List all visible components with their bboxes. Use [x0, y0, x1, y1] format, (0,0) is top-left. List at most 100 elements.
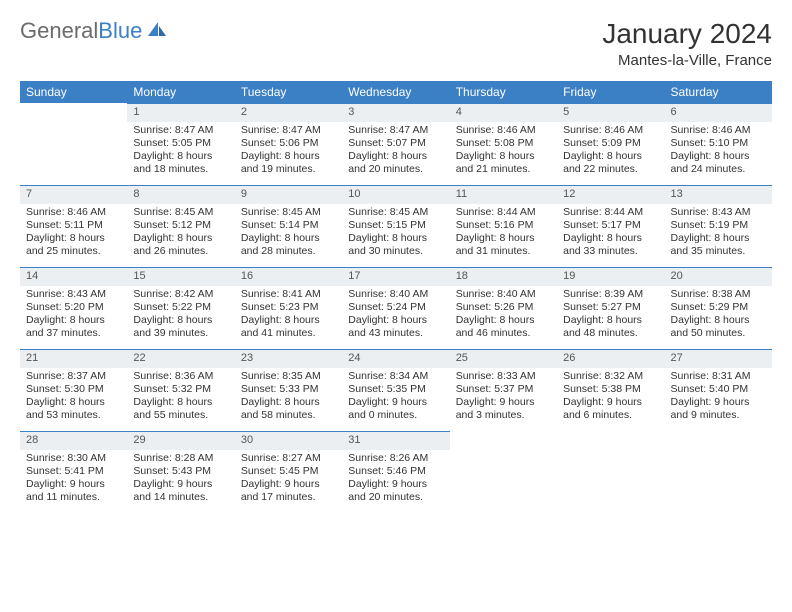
month-title: January 2024	[602, 18, 772, 50]
header: GeneralBlue January 2024 Mantes-la-Ville…	[20, 18, 772, 69]
day-body: Sunrise: 8:41 AMSunset: 5:23 PMDaylight:…	[235, 286, 342, 345]
day-number: 15	[127, 267, 234, 286]
calendar-cell: 16Sunrise: 8:41 AMSunset: 5:23 PMDayligh…	[235, 267, 342, 349]
day-number: 1	[127, 103, 234, 122]
day-body: Sunrise: 8:35 AMSunset: 5:33 PMDaylight:…	[235, 368, 342, 427]
day-number: 11	[450, 185, 557, 204]
day-number: 21	[20, 349, 127, 368]
logo-sail-icon	[146, 18, 168, 44]
calendar-cell: 5Sunrise: 8:46 AMSunset: 5:09 PMDaylight…	[557, 103, 664, 185]
calendar-cell: 21Sunrise: 8:37 AMSunset: 5:30 PMDayligh…	[20, 349, 127, 431]
weekday-header: Friday	[557, 81, 664, 103]
calendar-cell: 12Sunrise: 8:44 AMSunset: 5:17 PMDayligh…	[557, 185, 664, 267]
day-number: 18	[450, 267, 557, 286]
day-number: 7	[20, 185, 127, 204]
day-body: Sunrise: 8:32 AMSunset: 5:38 PMDaylight:…	[557, 368, 664, 427]
day-body: Sunrise: 8:46 AMSunset: 5:08 PMDaylight:…	[450, 122, 557, 181]
calendar-cell: 11Sunrise: 8:44 AMSunset: 5:16 PMDayligh…	[450, 185, 557, 267]
calendar-row: 21Sunrise: 8:37 AMSunset: 5:30 PMDayligh…	[20, 349, 772, 431]
weekday-header: Sunday	[20, 81, 127, 103]
day-number: 10	[342, 185, 449, 204]
day-body: Sunrise: 8:45 AMSunset: 5:15 PMDaylight:…	[342, 204, 449, 263]
day-number: 29	[127, 431, 234, 450]
calendar-cell: 20Sunrise: 8:38 AMSunset: 5:29 PMDayligh…	[665, 267, 772, 349]
day-body: Sunrise: 8:44 AMSunset: 5:17 PMDaylight:…	[557, 204, 664, 263]
day-body: Sunrise: 8:43 AMSunset: 5:20 PMDaylight:…	[20, 286, 127, 345]
day-number: 23	[235, 349, 342, 368]
day-body: Sunrise: 8:47 AMSunset: 5:07 PMDaylight:…	[342, 122, 449, 181]
weekday-header: Monday	[127, 81, 234, 103]
calendar-cell: 10Sunrise: 8:45 AMSunset: 5:15 PMDayligh…	[342, 185, 449, 267]
day-body: Sunrise: 8:46 AMSunset: 5:09 PMDaylight:…	[557, 122, 664, 181]
calendar-row: 1Sunrise: 8:47 AMSunset: 5:05 PMDaylight…	[20, 103, 772, 185]
day-number: 13	[665, 185, 772, 204]
day-body: Sunrise: 8:43 AMSunset: 5:19 PMDaylight:…	[665, 204, 772, 263]
calendar-cell: 6Sunrise: 8:46 AMSunset: 5:10 PMDaylight…	[665, 103, 772, 185]
day-number: 31	[342, 431, 449, 450]
day-number: 16	[235, 267, 342, 286]
calendar-cell	[557, 431, 664, 513]
day-body: Sunrise: 8:28 AMSunset: 5:43 PMDaylight:…	[127, 450, 234, 509]
day-number: 3	[342, 103, 449, 122]
day-number: 9	[235, 185, 342, 204]
day-body: Sunrise: 8:44 AMSunset: 5:16 PMDaylight:…	[450, 204, 557, 263]
calendar-cell	[665, 431, 772, 513]
calendar-cell: 9Sunrise: 8:45 AMSunset: 5:14 PMDaylight…	[235, 185, 342, 267]
weekday-header: Thursday	[450, 81, 557, 103]
calendar-body: 1Sunrise: 8:47 AMSunset: 5:05 PMDaylight…	[20, 103, 772, 513]
title-block: January 2024 Mantes-la-Ville, France	[602, 18, 772, 69]
day-number: 19	[557, 267, 664, 286]
day-number: 25	[450, 349, 557, 368]
day-number: 5	[557, 103, 664, 122]
calendar-cell: 31Sunrise: 8:26 AMSunset: 5:46 PMDayligh…	[342, 431, 449, 513]
calendar-cell: 8Sunrise: 8:45 AMSunset: 5:12 PMDaylight…	[127, 185, 234, 267]
day-number: 24	[342, 349, 449, 368]
calendar-row: 7Sunrise: 8:46 AMSunset: 5:11 PMDaylight…	[20, 185, 772, 267]
day-body: Sunrise: 8:39 AMSunset: 5:27 PMDaylight:…	[557, 286, 664, 345]
day-body: Sunrise: 8:47 AMSunset: 5:06 PMDaylight:…	[235, 122, 342, 181]
calendar-cell: 25Sunrise: 8:33 AMSunset: 5:37 PMDayligh…	[450, 349, 557, 431]
logo-text-2: Blue	[98, 18, 142, 44]
day-body: Sunrise: 8:37 AMSunset: 5:30 PMDaylight:…	[20, 368, 127, 427]
day-body: Sunrise: 8:36 AMSunset: 5:32 PMDaylight:…	[127, 368, 234, 427]
day-number: 6	[665, 103, 772, 122]
day-body: Sunrise: 8:47 AMSunset: 5:05 PMDaylight:…	[127, 122, 234, 181]
calendar-cell: 22Sunrise: 8:36 AMSunset: 5:32 PMDayligh…	[127, 349, 234, 431]
calendar-cell: 17Sunrise: 8:40 AMSunset: 5:24 PMDayligh…	[342, 267, 449, 349]
day-body: Sunrise: 8:42 AMSunset: 5:22 PMDaylight:…	[127, 286, 234, 345]
calendar-row: 28Sunrise: 8:30 AMSunset: 5:41 PMDayligh…	[20, 431, 772, 513]
calendar-cell: 1Sunrise: 8:47 AMSunset: 5:05 PMDaylight…	[127, 103, 234, 185]
calendar-row: 14Sunrise: 8:43 AMSunset: 5:20 PMDayligh…	[20, 267, 772, 349]
calendar-cell: 28Sunrise: 8:30 AMSunset: 5:41 PMDayligh…	[20, 431, 127, 513]
day-number: 27	[665, 349, 772, 368]
calendar-cell: 27Sunrise: 8:31 AMSunset: 5:40 PMDayligh…	[665, 349, 772, 431]
day-number: 14	[20, 267, 127, 286]
calendar-cell: 19Sunrise: 8:39 AMSunset: 5:27 PMDayligh…	[557, 267, 664, 349]
calendar-cell: 4Sunrise: 8:46 AMSunset: 5:08 PMDaylight…	[450, 103, 557, 185]
calendar-cell	[20, 103, 127, 185]
calendar-cell: 30Sunrise: 8:27 AMSunset: 5:45 PMDayligh…	[235, 431, 342, 513]
day-number: 4	[450, 103, 557, 122]
day-body: Sunrise: 8:33 AMSunset: 5:37 PMDaylight:…	[450, 368, 557, 427]
calendar-cell: 13Sunrise: 8:43 AMSunset: 5:19 PMDayligh…	[665, 185, 772, 267]
calendar-cell	[450, 431, 557, 513]
logo-text-1: General	[20, 18, 98, 44]
day-body: Sunrise: 8:45 AMSunset: 5:12 PMDaylight:…	[127, 204, 234, 263]
calendar-table: SundayMondayTuesdayWednesdayThursdayFrid…	[20, 81, 772, 513]
location: Mantes-la-Ville, France	[602, 52, 772, 69]
day-number: 2	[235, 103, 342, 122]
day-number: 8	[127, 185, 234, 204]
day-body: Sunrise: 8:30 AMSunset: 5:41 PMDaylight:…	[20, 450, 127, 509]
calendar-cell: 3Sunrise: 8:47 AMSunset: 5:07 PMDaylight…	[342, 103, 449, 185]
calendar-cell: 18Sunrise: 8:40 AMSunset: 5:26 PMDayligh…	[450, 267, 557, 349]
weekday-header: Tuesday	[235, 81, 342, 103]
calendar-cell: 23Sunrise: 8:35 AMSunset: 5:33 PMDayligh…	[235, 349, 342, 431]
day-body: Sunrise: 8:31 AMSunset: 5:40 PMDaylight:…	[665, 368, 772, 427]
calendar-cell: 29Sunrise: 8:28 AMSunset: 5:43 PMDayligh…	[127, 431, 234, 513]
day-number: 26	[557, 349, 664, 368]
weekday-header: Wednesday	[342, 81, 449, 103]
day-number: 28	[20, 431, 127, 450]
day-body: Sunrise: 8:40 AMSunset: 5:24 PMDaylight:…	[342, 286, 449, 345]
calendar-cell: 15Sunrise: 8:42 AMSunset: 5:22 PMDayligh…	[127, 267, 234, 349]
day-body: Sunrise: 8:46 AMSunset: 5:10 PMDaylight:…	[665, 122, 772, 181]
